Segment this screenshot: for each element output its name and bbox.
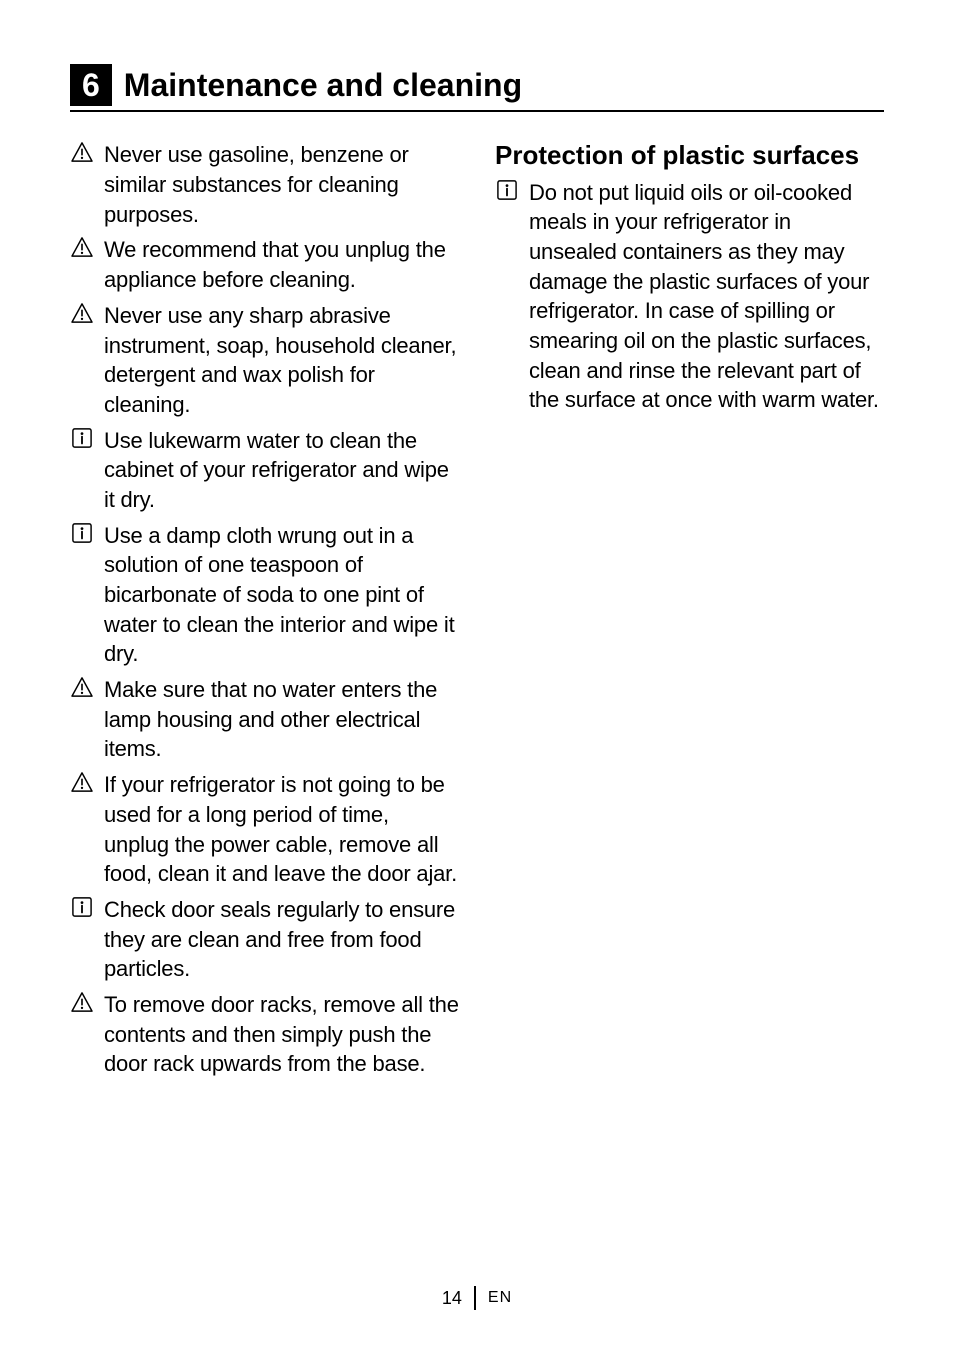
list-item: Never use any sharp abrasive instrument,… [70, 301, 459, 420]
page-language: EN [488, 1289, 512, 1307]
list-item-text: Do not put liquid oils or oil-cooked mea… [529, 178, 884, 416]
left-list: Never use gasoline, benzene or similar s… [70, 140, 459, 1079]
section-rule [70, 110, 884, 112]
list-item-text: Make sure that no water enters the lamp … [104, 675, 459, 764]
list-item: Use a damp cloth wrung out in a solution… [70, 521, 459, 669]
list-item: We recommend that you unplug the applian… [70, 235, 459, 294]
list-item-text: If your refrigerator is not going to be … [104, 770, 459, 889]
list-item: Do not put liquid oils or oil-cooked mea… [495, 178, 884, 416]
right-list: Do not put liquid oils or oil-cooked mea… [495, 178, 884, 416]
list-item: If your refrigerator is not going to be … [70, 770, 459, 889]
list-item-text: To remove door racks, remove all the con… [104, 990, 459, 1079]
warning-icon [71, 992, 93, 1012]
list-item-text: Never use gasoline, benzene or similar s… [104, 140, 459, 229]
list-item: Use lukewarm water to clean the cabinet … [70, 426, 459, 515]
list-item-text: Check door seals regularly to ensure the… [104, 895, 459, 984]
right-column: Protection of plastic surfaces Do not pu… [495, 140, 884, 1085]
warning-icon [71, 677, 93, 697]
warning-icon-wrap [70, 990, 94, 1016]
left-column: Never use gasoline, benzene or similar s… [70, 140, 459, 1085]
list-item: To remove door racks, remove all the con… [70, 990, 459, 1079]
info-icon [497, 180, 517, 200]
list-item: Never use gasoline, benzene or similar s… [70, 140, 459, 229]
page-footer: 14 EN [0, 1286, 954, 1310]
warning-icon [71, 303, 93, 323]
list-item-text: Use a damp cloth wrung out in a solution… [104, 521, 459, 669]
list-item: Check door seals regularly to ensure the… [70, 895, 459, 984]
warning-icon [71, 142, 93, 162]
page-number: 14 [442, 1288, 462, 1309]
warning-icon-wrap [70, 235, 94, 261]
footer-divider [474, 1286, 476, 1310]
info-icon [72, 428, 92, 448]
list-item-text: Never use any sharp abrasive instrument,… [104, 301, 459, 420]
list-item: Make sure that no water enters the lamp … [70, 675, 459, 764]
warning-icon-wrap [70, 675, 94, 701]
info-icon-wrap [495, 178, 519, 204]
section-number: 6 [70, 64, 112, 106]
list-item-text: We recommend that you unplug the applian… [104, 235, 459, 294]
section-title: Maintenance and cleaning [124, 67, 522, 104]
info-icon-wrap [70, 426, 94, 452]
warning-icon [71, 237, 93, 257]
info-icon [72, 523, 92, 543]
page: 6 Maintenance and cleaning Never use gas… [0, 0, 954, 1085]
section-header: 6 Maintenance and cleaning [70, 64, 884, 106]
info-icon [72, 897, 92, 917]
content-columns: Never use gasoline, benzene or similar s… [70, 140, 884, 1085]
sub-heading: Protection of plastic surfaces [495, 140, 884, 171]
warning-icon [71, 772, 93, 792]
warning-icon-wrap [70, 140, 94, 166]
list-item-text: Use lukewarm water to clean the cabinet … [104, 426, 459, 515]
warning-icon-wrap [70, 301, 94, 327]
info-icon-wrap [70, 895, 94, 921]
info-icon-wrap [70, 521, 94, 547]
warning-icon-wrap [70, 770, 94, 796]
